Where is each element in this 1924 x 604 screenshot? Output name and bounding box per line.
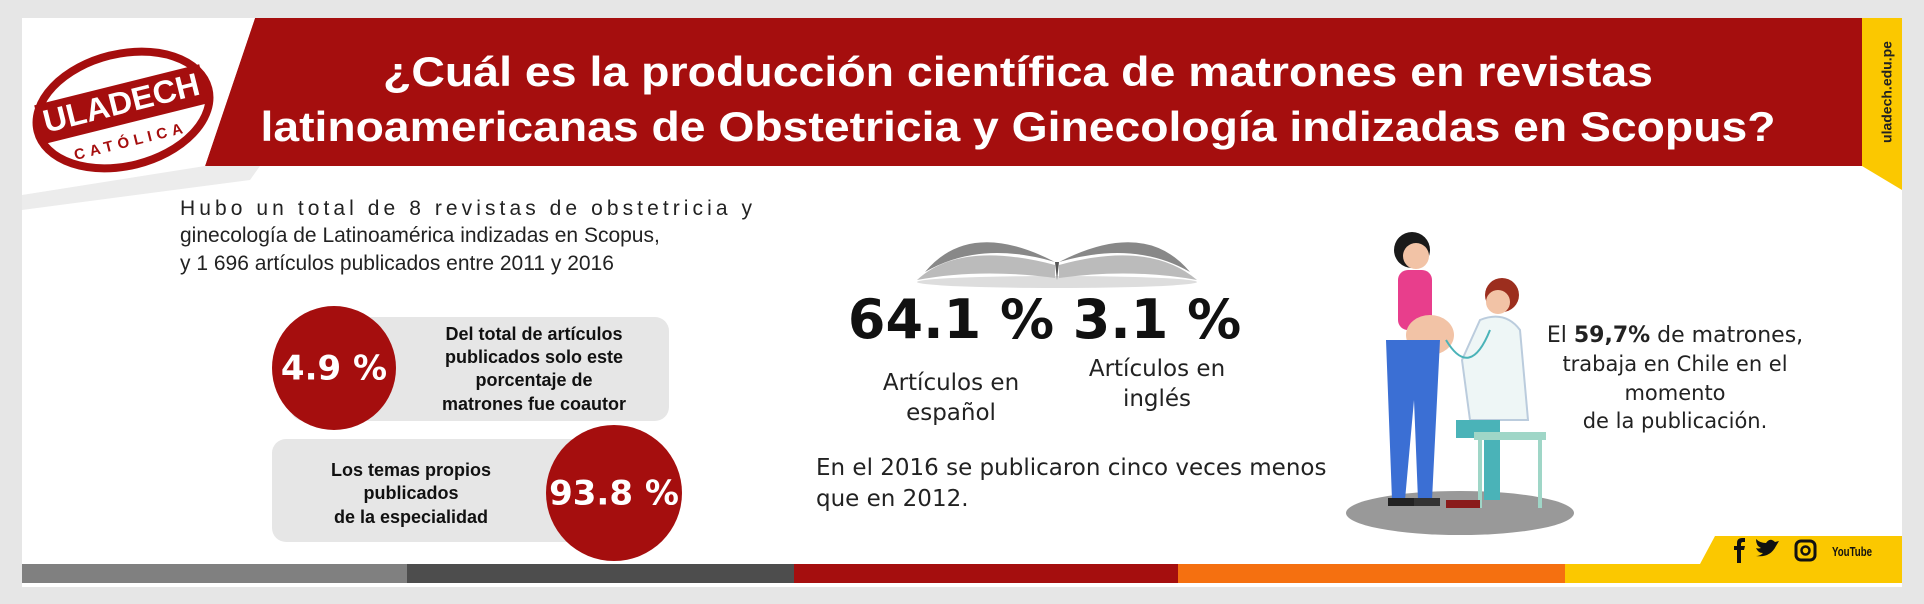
stat-box <box>272 439 614 542</box>
stat-value: 4.9 % <box>281 349 387 389</box>
title: ¿Cuál es la producción científica de mat… <box>383 48 1653 95</box>
intro: Hubo un total de 8 revistas de obstetric… <box>180 197 753 275</box>
chile-after: de matrones, <box>1650 323 1803 348</box>
chile-text: El 59,7% de matrones, <box>1547 323 1803 348</box>
language-label: Artículos en <box>883 370 1019 396</box>
stat-line: porcentaje de <box>475 370 592 390</box>
language-value: 3.1 % <box>1073 288 1242 351</box>
stat-circle <box>272 306 396 430</box>
stat-line: publicados <box>363 483 458 503</box>
website: uladech.edu.pe <box>1879 41 1895 143</box>
language-label: inglés <box>1123 386 1191 412</box>
facebook-icon[interactable] <box>1734 538 1745 563</box>
chile-highlight: 59,7% <box>1574 323 1650 348</box>
twitter-icon[interactable] <box>1756 539 1779 557</box>
illustration <box>1346 232 1574 535</box>
stat-circle <box>546 425 682 561</box>
stat-line: matrones fue coautor <box>442 394 626 414</box>
intro-line: ginecología de Latinoamérica indizadas e… <box>180 224 660 247</box>
logo-band <box>34 64 209 145</box>
stat-line: Del total de artículos <box>445 324 622 344</box>
header-band <box>205 18 1862 166</box>
stat-line: de la especialidad <box>334 507 488 527</box>
stat-text: Del total de artículos publicados solo e… <box>442 324 626 414</box>
stat-line: Los temas propios <box>331 460 491 480</box>
footer-bar <box>1178 564 1565 583</box>
youtube-icon[interactable]: YouTube <box>1832 544 1872 559</box>
instagram-icon[interactable] <box>1794 539 1817 562</box>
side-strip <box>1862 18 1902 190</box>
language-label: Artículos en <box>1089 356 1225 382</box>
footer-bar <box>407 564 794 583</box>
stat-text: Los temas propios publicados de la espec… <box>331 460 491 527</box>
comparison: que en 2012. <box>816 486 969 512</box>
footer-bar <box>22 564 407 583</box>
comparison: En el 2016 se publicaron cinco veces men… <box>816 455 1326 481</box>
chile-line: de la publicación. <box>1583 409 1768 433</box>
footer-bar <box>794 564 1178 583</box>
chile-line: momento <box>1624 381 1725 405</box>
title: latinoamericanas de Obstetricia y Gineco… <box>261 103 1776 150</box>
footer-bar <box>1565 564 1902 583</box>
chile-line: trabaja en Chile en el <box>1562 352 1787 376</box>
book-icon <box>917 242 1197 288</box>
intro-line: y 1 696 artículos publicados entre 2011 … <box>180 252 614 275</box>
stat-value: 93.8 % <box>549 474 679 514</box>
logo: ULADECH CATÓLICA <box>32 47 214 173</box>
stat-line: publicados solo este <box>445 347 623 367</box>
language-label: español <box>906 400 996 426</box>
chile-before: El <box>1547 323 1574 348</box>
language-value: 64.1 % <box>848 288 1054 351</box>
intro-line: Hubo un total de 8 revistas de obstetric… <box>180 197 753 220</box>
